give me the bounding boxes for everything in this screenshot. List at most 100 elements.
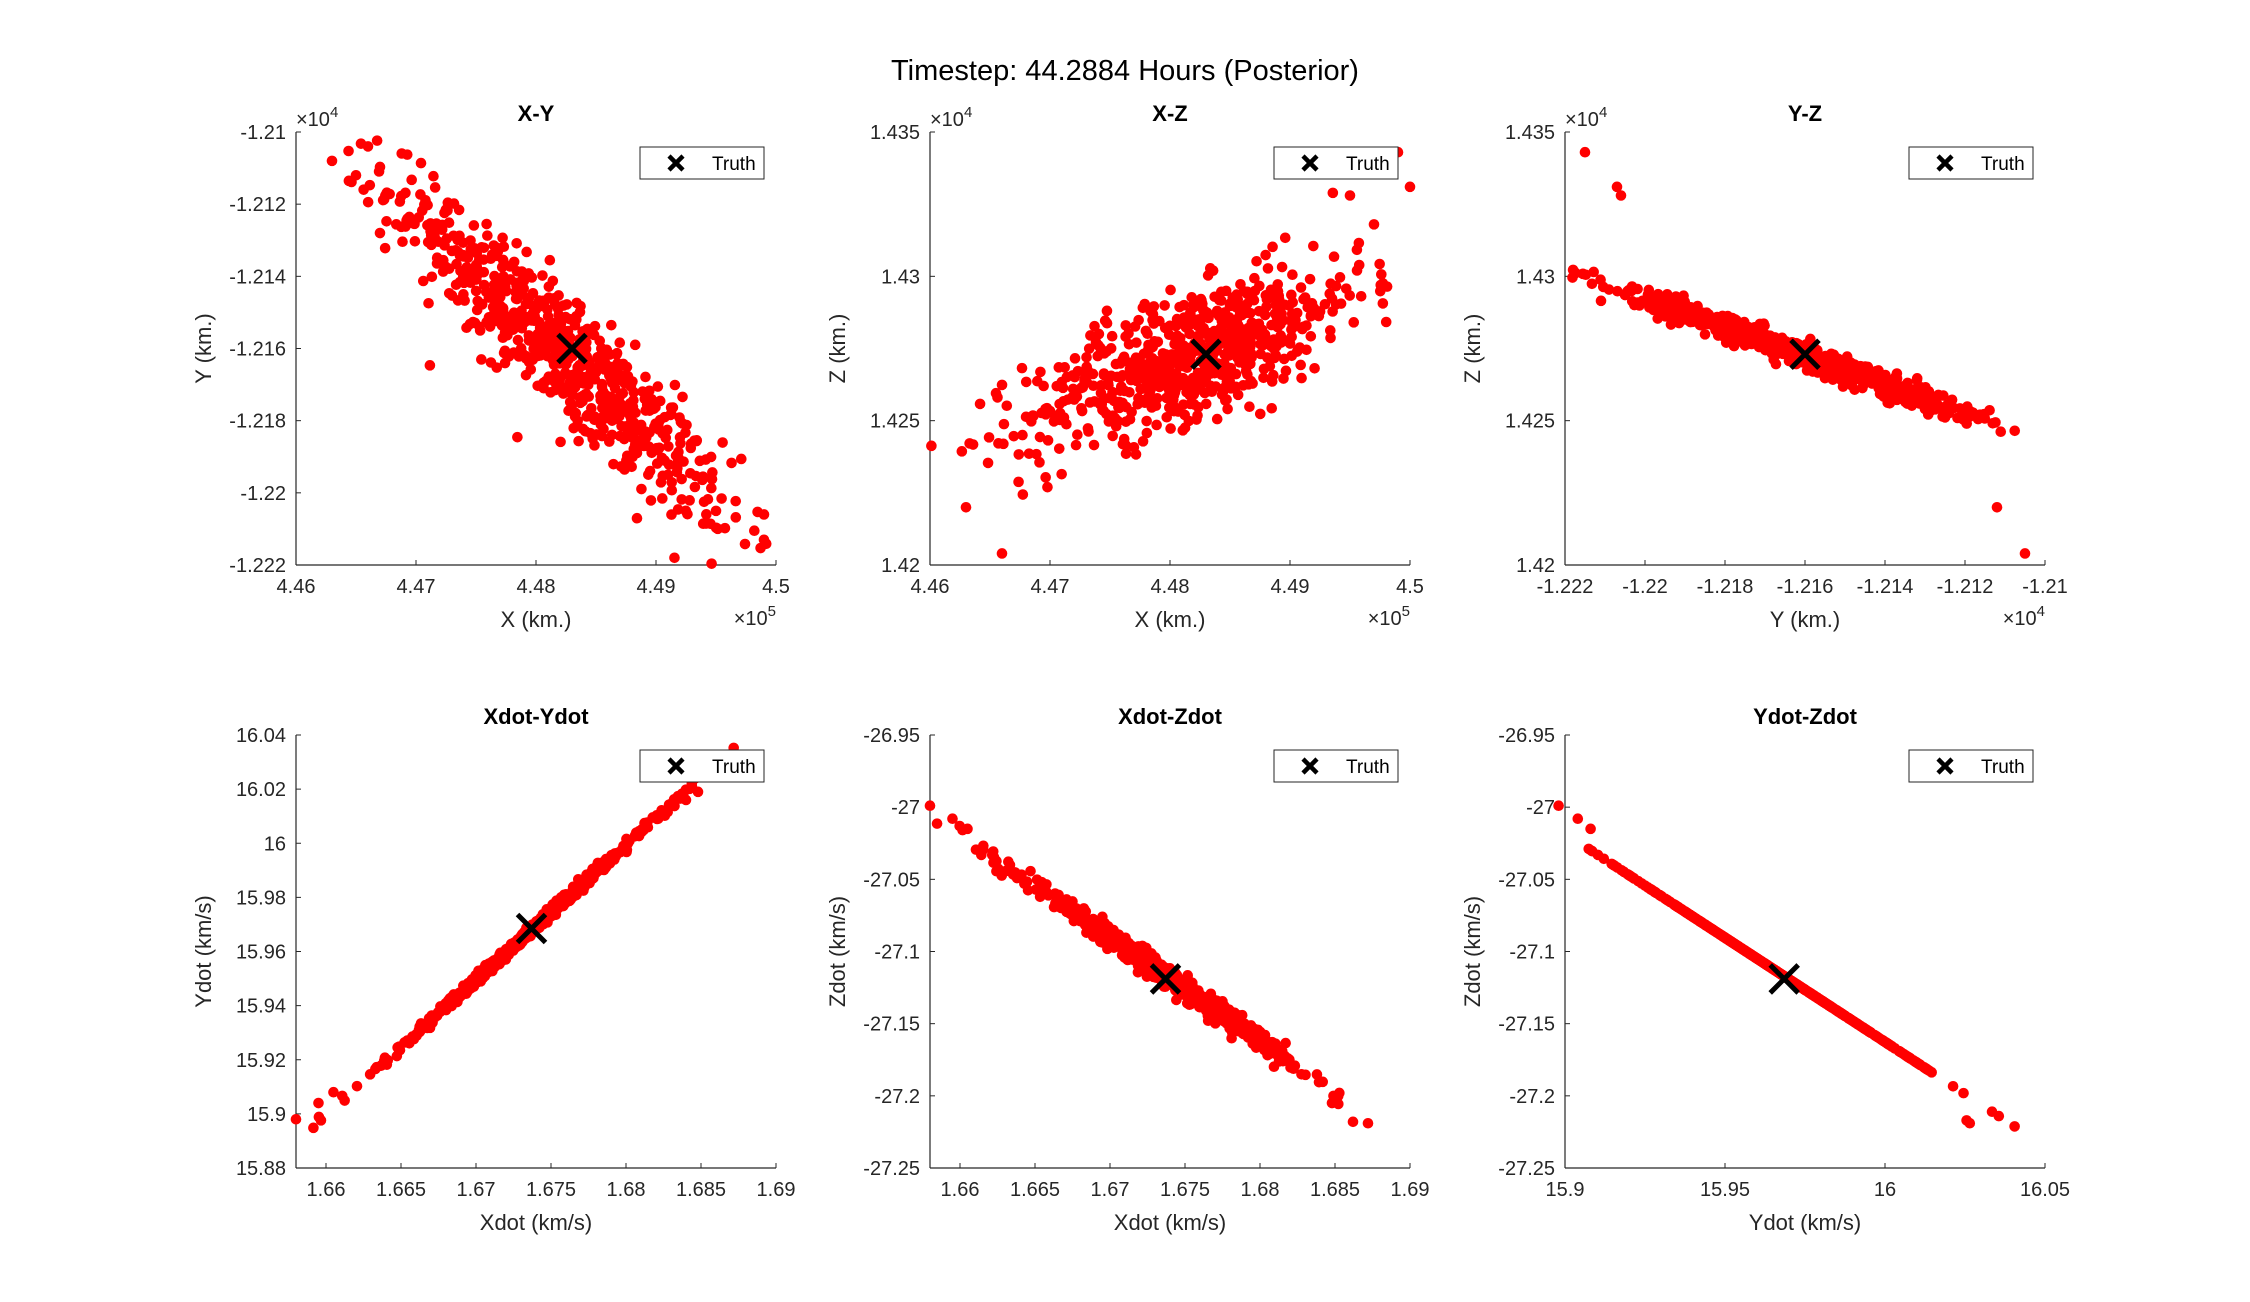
particle-point	[1165, 423, 1176, 434]
particle-point	[1368, 219, 1380, 230]
particle-point	[1625, 871, 1637, 882]
particle-point	[468, 220, 480, 231]
particle-point	[326, 155, 338, 167]
particle-point	[1718, 331, 1730, 343]
particle-point	[694, 455, 706, 467]
y-tick-label: 15.96	[236, 942, 286, 964]
particle-point	[730, 512, 742, 523]
particle-point	[1842, 1012, 1854, 1024]
particle-point	[1038, 380, 1049, 392]
particle-point	[548, 351, 560, 363]
particle-point	[1204, 263, 1216, 274]
particle-point	[1295, 359, 1306, 371]
particle-point	[1585, 823, 1596, 835]
particle-point	[1129, 321, 1141, 332]
particle-point	[1244, 401, 1255, 413]
particle-point	[735, 453, 747, 465]
particle-point	[423, 297, 434, 309]
x-exponent-label: ×105	[1368, 603, 1410, 630]
particle-point	[962, 823, 973, 835]
particle-point	[1567, 264, 1579, 276]
particle-point	[1234, 357, 1245, 368]
particle-point	[666, 509, 677, 520]
particle-point	[1008, 430, 1020, 442]
x-tick-label: -1.21	[2022, 576, 2068, 598]
particle-point	[1003, 856, 1014, 868]
particle-point	[1128, 441, 1140, 453]
y-tick-label: -27.2	[874, 1086, 920, 1108]
particle-point	[1095, 342, 1106, 354]
subplot-ydot-zdot: 15.9 15.95 16 16.05 -27.25 -27.2 -27.15 -27.1 -2…	[1460, 704, 2070, 1235]
particle-point	[1662, 308, 1674, 319]
y-exponent-label: ×104	[296, 104, 338, 131]
legend: Truth	[639, 749, 765, 783]
particle-point	[1800, 984, 1811, 996]
particle-point	[996, 548, 1008, 559]
particle-point	[666, 484, 678, 496]
particle-point	[1232, 1012, 1244, 1024]
particle-point	[544, 254, 556, 266]
x-axis-label: X (km.)	[1135, 607, 1206, 632]
particle-point	[631, 512, 643, 524]
particle-point	[498, 241, 510, 253]
particle-point	[1184, 319, 1195, 331]
particle-point	[1242, 286, 1253, 298]
y-tick-label: -27	[891, 797, 920, 819]
particle-point	[1232, 389, 1244, 401]
x-tick-label: 1.66	[941, 1179, 980, 1201]
particle-point	[428, 170, 439, 182]
particle-point	[700, 518, 712, 529]
x-exponent-label: ×104	[2003, 603, 2045, 630]
legend-box	[1908, 146, 2034, 180]
subplot-title: Ydot-Zdot	[1753, 704, 1858, 729]
particle-point	[1200, 398, 1212, 410]
particle-cloud	[1553, 800, 2020, 1132]
x-tick-label: 1.685	[1310, 1179, 1360, 1201]
particle-point	[1081, 361, 1092, 373]
particle-point	[1304, 273, 1316, 285]
x-axis-label: Xdot (km/s)	[480, 1210, 592, 1235]
particle-point	[612, 404, 624, 415]
particle-point	[1572, 813, 1584, 825]
particle-point	[1280, 365, 1292, 377]
particle-point	[495, 306, 506, 317]
particle-point	[1347, 1116, 1359, 1128]
particle-point	[1171, 317, 1183, 328]
particle-point	[1330, 280, 1342, 292]
particle-point	[1299, 292, 1311, 303]
particle-point	[339, 1095, 350, 1106]
particle-point	[636, 439, 647, 450]
y-tick-label: 1.43	[1516, 266, 1555, 288]
particle-point	[1703, 309, 1714, 320]
particle-point	[1586, 278, 1598, 290]
x-tick-label: 1.69	[757, 1179, 796, 1201]
particle-point	[511, 266, 523, 277]
particle-point	[1911, 373, 1923, 384]
particle-point	[1131, 337, 1142, 348]
particle-point	[587, 433, 599, 444]
particle-point	[1083, 343, 1095, 354]
particle-point	[1115, 385, 1126, 396]
particle-point	[1101, 305, 1113, 317]
particle-point	[1056, 468, 1067, 480]
particle-point	[662, 469, 674, 481]
particle-point	[1035, 366, 1046, 378]
particle-point	[499, 357, 511, 369]
particle-point	[497, 232, 508, 244]
particle-point	[1749, 322, 1760, 333]
particle-point	[1279, 232, 1291, 244]
particle-point	[1147, 314, 1158, 326]
particle-point	[672, 450, 683, 461]
particle-point	[1266, 341, 1277, 352]
particle-point	[350, 170, 362, 181]
particle-point	[931, 818, 943, 829]
particle-point	[1083, 426, 1094, 437]
particle-point	[1072, 429, 1083, 441]
particle-point	[1942, 399, 1953, 411]
particle-point	[960, 501, 972, 513]
particle-point	[707, 467, 718, 478]
particle-point	[328, 1086, 339, 1098]
x-tick-label: -1.222	[1537, 576, 1594, 598]
particle-point	[424, 360, 436, 371]
particle-point	[548, 359, 560, 371]
